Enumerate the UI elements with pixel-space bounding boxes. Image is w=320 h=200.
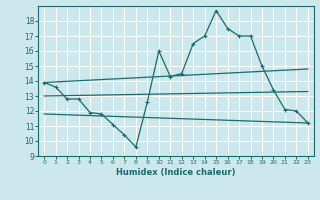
X-axis label: Humidex (Indice chaleur): Humidex (Indice chaleur) bbox=[116, 168, 236, 177]
